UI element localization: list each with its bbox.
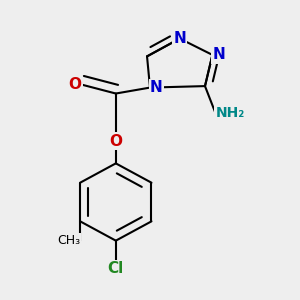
Text: Cl: Cl: [108, 261, 124, 276]
Text: N: N: [173, 31, 186, 46]
Text: NH₂: NH₂: [215, 106, 244, 120]
Text: O: O: [69, 77, 82, 92]
Text: N: N: [212, 47, 225, 62]
Text: O: O: [109, 134, 122, 148]
Text: N: N: [150, 80, 163, 95]
Text: CH₃: CH₃: [57, 234, 80, 247]
